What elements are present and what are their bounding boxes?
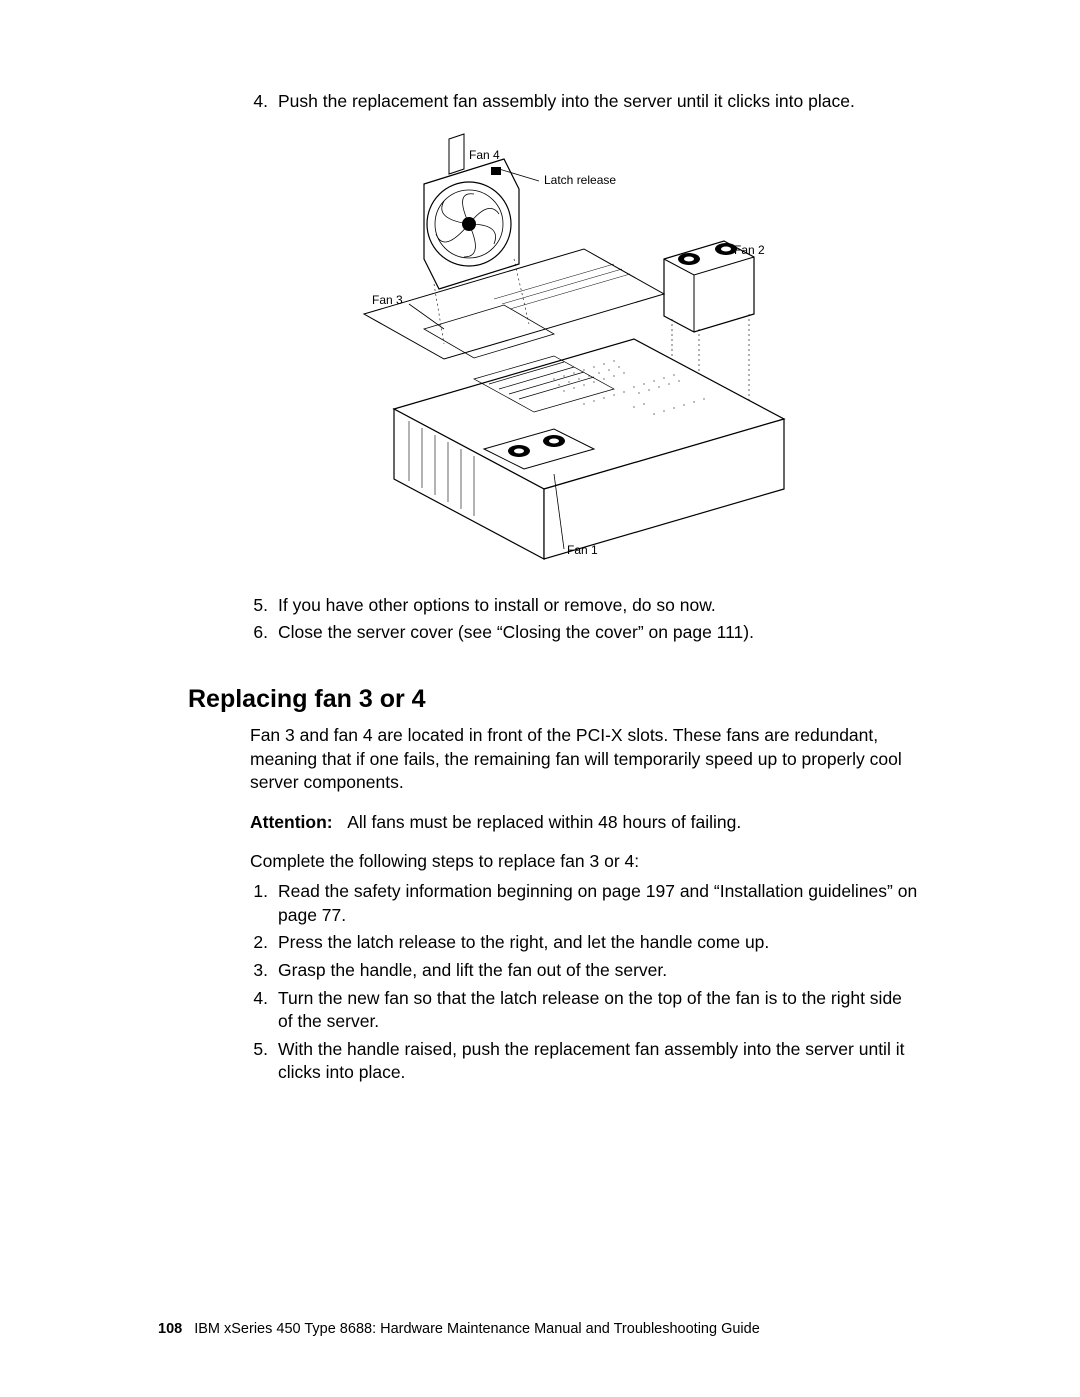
- list-item: 6. Close the server cover (see “Closing …: [250, 621, 918, 645]
- step-text: Turn the new fan so that the latch relea…: [278, 987, 918, 1034]
- attention-paragraph: Attention: All fans must be replaced wit…: [250, 811, 918, 835]
- latch-label: Latch release: [544, 173, 616, 187]
- list-item: 4. Turn the new fan so that the latch re…: [250, 987, 918, 1034]
- mid-steps-list: 5. If you have other options to install …: [250, 594, 918, 645]
- step-number: 5.: [250, 1038, 278, 1085]
- step-number: 4.: [250, 987, 278, 1034]
- page-content: 4. Push the replacement fan assembly int…: [158, 90, 918, 1089]
- list-item: 1. Read the safety information beginning…: [250, 880, 918, 927]
- step-text: Grasp the handle, and lift the fan out o…: [278, 959, 918, 983]
- complete-intro: Complete the following steps to replace …: [250, 850, 918, 874]
- list-item: 3. Grasp the handle, and lift the fan ou…: [250, 959, 918, 983]
- footer-title: IBM xSeries 450 Type 8688: Hardware Main…: [194, 1321, 760, 1337]
- step-text: Close the server cover (see “Closing the…: [278, 621, 918, 645]
- step-number: 4.: [250, 90, 278, 114]
- section-heading: Replacing fan 3 or 4: [188, 685, 918, 714]
- fan4-label: Fan 4: [469, 148, 500, 162]
- list-item: 5. If you have other options to install …: [250, 594, 918, 618]
- bottom-steps-list: 1. Read the safety information beginning…: [250, 880, 918, 1085]
- step-number: 1.: [250, 880, 278, 927]
- step-number: 6.: [250, 621, 278, 645]
- list-item: 5. With the handle raised, push the repl…: [250, 1038, 918, 1085]
- step-number: 2.: [250, 931, 278, 955]
- fan3-label: Fan 3: [372, 293, 403, 307]
- page-number: 108: [158, 1321, 182, 1337]
- step-number: 3.: [250, 959, 278, 983]
- fan2-label: Fan 2: [734, 243, 765, 257]
- step-number: 5.: [250, 594, 278, 618]
- server-chassis: [394, 339, 784, 559]
- page-footer: 108 IBM xSeries 450 Type 8688: Hardware M…: [158, 1321, 760, 1337]
- fan1-label: Fan 1: [567, 543, 598, 557]
- list-item: 4. Push the replacement fan assembly int…: [250, 90, 918, 114]
- step-text: Press the latch release to the right, an…: [278, 931, 918, 955]
- step-text: With the handle raised, push the replace…: [278, 1038, 918, 1085]
- attention-label: Attention:: [250, 812, 333, 832]
- step-text: Read the safety information beginning on…: [278, 880, 918, 927]
- step-text: If you have other options to install or …: [278, 594, 918, 618]
- intro-paragraph: Fan 3 and fan 4 are located in front of …: [250, 724, 918, 795]
- top-steps-list: 4. Push the replacement fan assembly int…: [250, 90, 918, 114]
- list-item: 2. Press the latch release to the right,…: [250, 931, 918, 955]
- main-column: 4. Push the replacement fan assembly int…: [250, 90, 918, 1085]
- attention-text: All fans must be replaced within 48 hour…: [347, 812, 741, 832]
- server-fan-diagram: Fan 4 Latch release Fan 2: [250, 129, 918, 574]
- step-text: Push the replacement fan assembly into t…: [278, 90, 918, 114]
